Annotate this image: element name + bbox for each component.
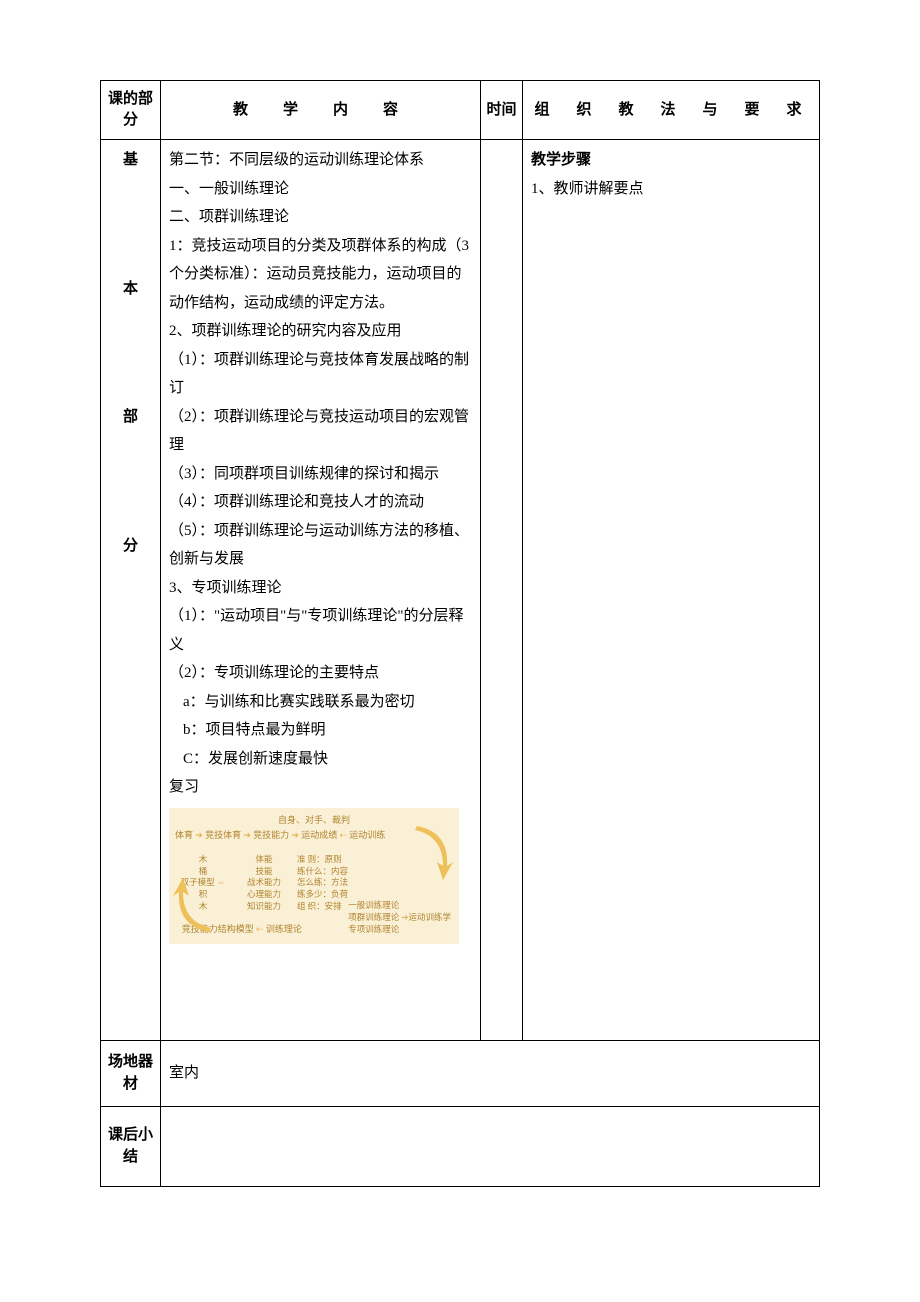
content-h2: 二、项群训练理论 <box>169 203 472 232</box>
summary-label: 课后小结 <box>101 1106 161 1186</box>
header-row: 课的部分 教 学 内 容 时间 组 织 教 法 与 要 求 <box>101 81 820 140</box>
time-cell <box>481 140 523 1041</box>
method-step1: 1、教师讲解要点 <box>531 175 811 204</box>
header-time: 时间 <box>481 81 523 140</box>
arrow-icon: ➔ <box>195 830 203 840</box>
section-label-main: 基 本 部 分 <box>101 140 161 1041</box>
bidir-arrow-icon: ⇔ <box>217 877 226 887</box>
arrow-icon: ⇠ <box>339 830 347 840</box>
arrow-icon: ⇠ <box>256 924 264 934</box>
summary-value <box>161 1106 820 1186</box>
content-p3-1: （1）："运动项目"与"专项训练理论"的分层释义 <box>169 602 472 659</box>
content-p3-a: a：与训练和比赛实践联系最为密切 <box>169 688 472 717</box>
arrow-icon: ➔ <box>291 830 299 840</box>
main-content-row: 基 本 部 分 第二节：不同层级的运动训练理论体系 一、一般训练理论 二、项群训… <box>101 140 820 1041</box>
content-p2-4: （4）：项群训练理论和竞技人才的流动 <box>169 488 472 517</box>
diagram-body: 自身、对手、裁判 体育 ➔ 竞技体育 ➔ 竞技能力 ➔ 运动成绩 ⇠ 运动训练 <box>169 808 459 944</box>
content-p3-c: C：发展创新速度最快 <box>169 745 472 774</box>
header-content: 教 学 内 容 <box>161 81 481 140</box>
content-p2-1: （1）：项群训练理论与竞技体育发展战略的制订 <box>169 346 472 403</box>
curved-arrow-right-icon <box>409 822 453 882</box>
content-p1: 1：竞技运动项目的分类及项群体系的构成（3 个分类标准）：运动员竞技能力，运动项… <box>169 232 472 318</box>
method-title: 教学步骤 <box>531 146 811 175</box>
curved-arrow-left-icon <box>173 878 215 936</box>
content-title: 第二节：不同层级的运动训练理论体系 <box>169 146 472 175</box>
header-section: 课的部分 <box>101 81 161 140</box>
arrow-icon: ➔ <box>243 830 251 840</box>
content-p3-b: b：项目特点最为鲜明 <box>169 716 472 745</box>
method-cell: 教学步骤 1、教师讲解要点 <box>523 140 820 1041</box>
header-method: 组 织 教 法 与 要 求 <box>523 81 820 140</box>
content-h1: 一、一般训练理论 <box>169 175 472 204</box>
content-p2-2: （2）：项群训练理论与竞技运动项目的宏观管理 <box>169 403 472 460</box>
diagram-bottom-right: 一般训练理论 项群训练理论 ➔运动训练学 专项训练理论 <box>348 900 451 936</box>
summary-row: 课后小结 <box>101 1106 820 1186</box>
venue-label: 场地器材 <box>101 1040 161 1106</box>
review-diagram: 自身、对手、裁判 体育 ➔ 竞技体育 ➔ 竞技能力 ➔ 运动成绩 ⇠ 运动训练 <box>169 808 459 944</box>
content-p2-3: （3）：同项群项目训练规律的探讨和揭示 <box>169 460 472 489</box>
content-review: 复习 <box>169 773 472 802</box>
venue-value: 室内 <box>161 1040 820 1106</box>
content-p3-2: （2）：专项训练理论的主要特点 <box>169 659 472 688</box>
spacer <box>169 944 472 1034</box>
teaching-content-cell: 第二节：不同层级的运动训练理论体系 一、一般训练理论 二、项群训练理论 1：竞技… <box>161 140 481 1041</box>
diagram-col2: 体能 技能 战术能力 心理能力 知识能力 <box>239 854 289 913</box>
content-p3: 3、专项训练理论 <box>169 574 472 603</box>
content-p2: 2、项群训练理论的研究内容及应用 <box>169 317 472 346</box>
lesson-plan-table: 课的部分 教 学 内 容 时间 组 织 教 法 与 要 求 基 本 部 分 第二… <box>100 80 820 1187</box>
venue-row: 场地器材 室内 <box>101 1040 820 1106</box>
content-p2-5: （5）：项群训练理论与运动训练方法的移植、创新与发展 <box>169 517 472 574</box>
